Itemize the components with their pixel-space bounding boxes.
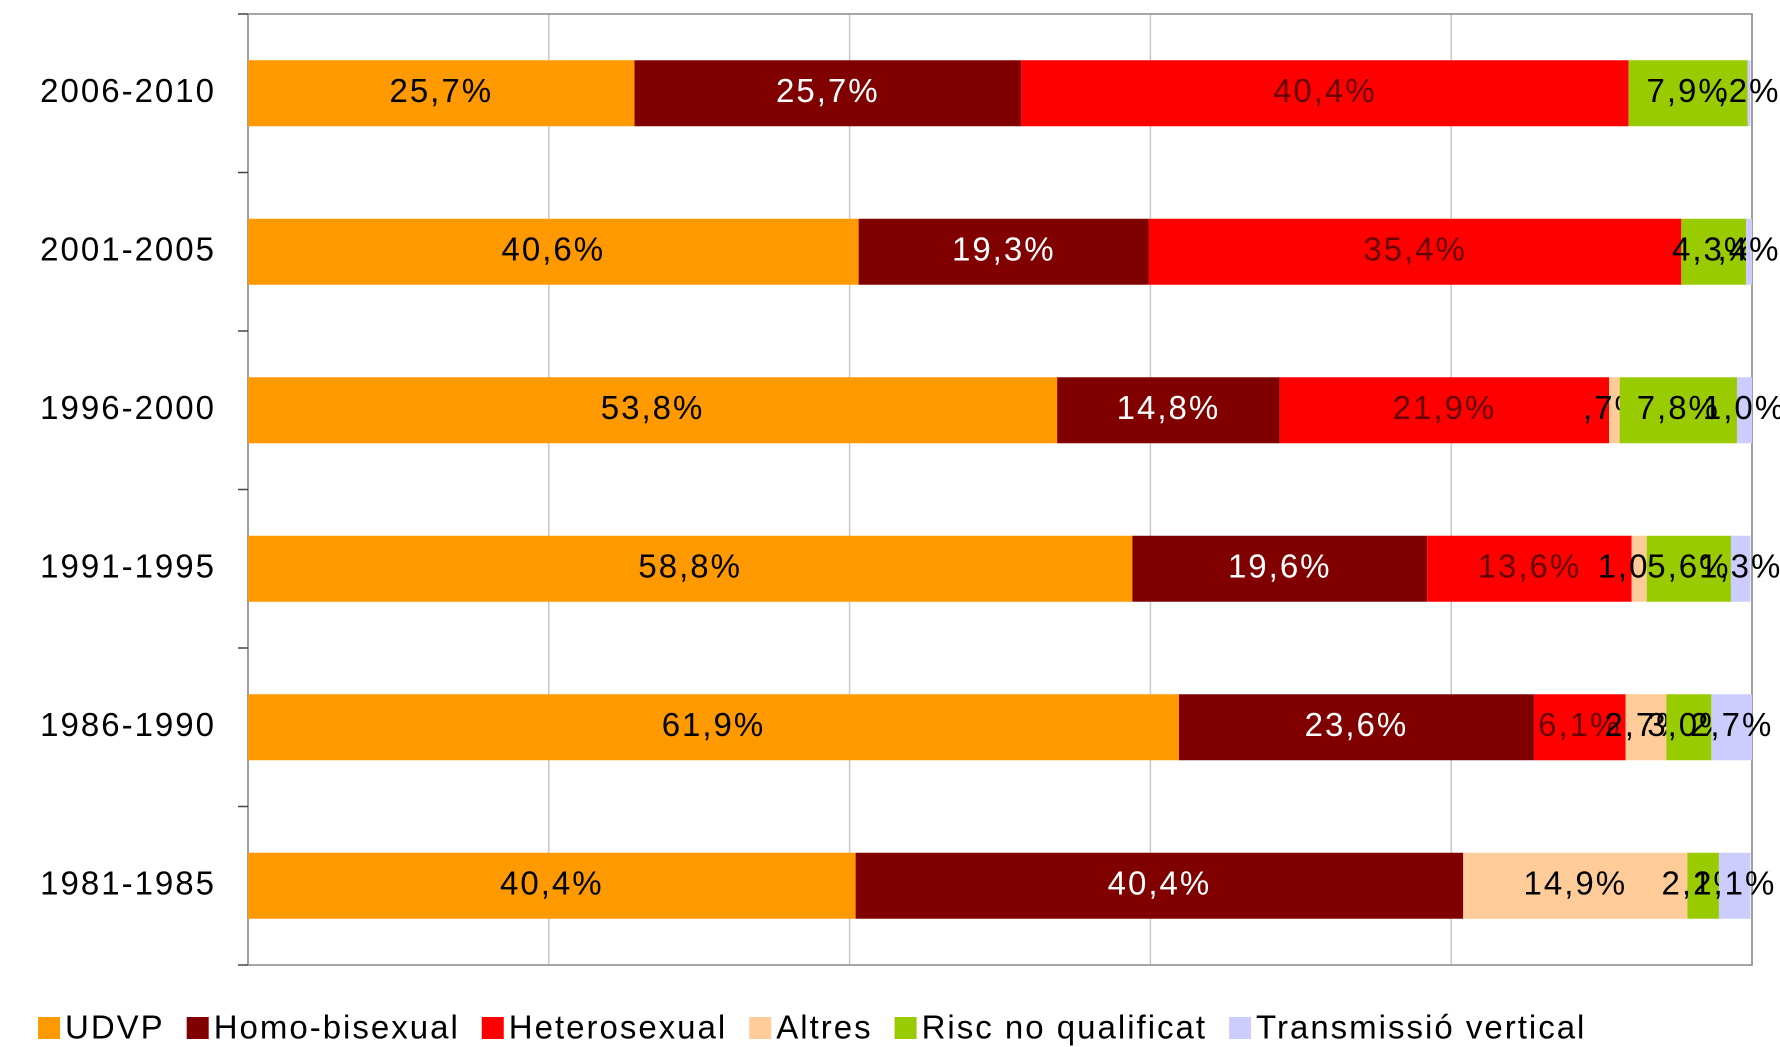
legend-label: Transmissió vertical	[1256, 1009, 1586, 1046]
data-label: 4,3%	[1672, 230, 1755, 267]
data-label: 6,1%	[1538, 706, 1621, 743]
bar-segment	[1132, 535, 1428, 602]
y-tick-label: 1991-1995	[40, 547, 216, 584]
legend-label: Altres	[776, 1009, 872, 1046]
bar-segment	[1736, 377, 1752, 444]
y-tick-label: 2001-2005	[40, 230, 216, 267]
data-label: 35,4%	[1363, 230, 1467, 267]
data-label: 7,9%	[1646, 72, 1729, 109]
data-label: 13,6%	[1478, 547, 1582, 584]
legend-swatch	[749, 1017, 772, 1039]
bar-segment	[1681, 218, 1746, 285]
bar-segment	[248, 852, 856, 919]
plot-border	[247, 13, 1753, 966]
legend-swatch	[38, 1017, 60, 1039]
bar-segment	[1279, 377, 1610, 444]
data-label: 40,4%	[500, 864, 604, 901]
bar-segment	[248, 694, 1179, 761]
data-label: 7,8%	[1637, 389, 1720, 426]
data-label: 2,1%	[1693, 864, 1776, 901]
bar-segment	[1625, 694, 1667, 761]
data-label: 25,7%	[389, 72, 493, 109]
legend-swatch	[186, 1017, 209, 1039]
data-label: 40,4%	[1273, 72, 1377, 109]
legend-label: UDVP	[65, 1009, 165, 1046]
legend-swatch	[1229, 1017, 1252, 1039]
data-label: 14,9%	[1523, 864, 1627, 901]
data-label: 2,7%	[1690, 706, 1773, 743]
bar-segment	[1609, 377, 1620, 444]
bar-segment	[1619, 377, 1737, 444]
bar-segment	[858, 218, 1149, 285]
data-label: 61,9%	[662, 706, 766, 743]
bar-segment	[1427, 535, 1632, 602]
legend-swatch	[481, 1017, 504, 1039]
y-tick-label: 1996-2000	[40, 389, 216, 426]
data-label: 40,6%	[502, 230, 606, 267]
legend-label: Risc no qualificat	[922, 1009, 1207, 1046]
data-label: 58,8%	[638, 547, 742, 584]
bar-segment	[1747, 60, 1751, 127]
bar-segment	[1646, 535, 1731, 602]
bar-segment	[1666, 694, 1712, 761]
bar-segment	[1533, 694, 1626, 761]
legend-label: Heterosexual	[509, 1009, 727, 1046]
bar-segment	[1057, 377, 1280, 444]
y-tick-label: 2006-2010	[40, 72, 216, 109]
bar-segment	[248, 60, 635, 127]
y-tick-label: 1981-1985	[40, 864, 216, 901]
data-label: 21,9%	[1393, 389, 1497, 426]
data-label: 40,4%	[1108, 864, 1212, 901]
data-label: 23,6%	[1305, 706, 1409, 743]
bar-segment	[1730, 535, 1751, 602]
bar-segment	[248, 535, 1133, 602]
bar-segment	[1021, 60, 1629, 127]
bar-segment	[248, 218, 859, 285]
data-label: 19,6%	[1228, 547, 1332, 584]
bar-segment	[1463, 852, 1688, 919]
bar-segment	[855, 852, 1464, 919]
data-label: ,2%	[1718, 72, 1780, 109]
legend-swatch	[894, 1017, 917, 1039]
bar-segment	[1711, 694, 1752, 761]
data-label: 14,8%	[1117, 389, 1221, 426]
data-label: ,4%	[1718, 230, 1780, 267]
data-label: 19,3%	[952, 230, 1056, 267]
bar-segment	[1178, 694, 1534, 761]
bar-segment	[1628, 60, 1748, 127]
bar-segment	[1687, 852, 1719, 919]
bar-segment	[1745, 218, 1752, 285]
legend-label: Homo-bisexual	[214, 1009, 460, 1046]
bar-segment	[248, 377, 1058, 444]
data-label: 25,7%	[776, 72, 880, 109]
bar-segment	[1718, 852, 1751, 919]
bar-segment	[634, 60, 1022, 127]
y-tick-label: 1986-1990	[40, 706, 216, 743]
data-label: 53,8%	[601, 389, 705, 426]
bar-segment	[1148, 218, 1682, 285]
data-label: 1,0%	[1703, 389, 1780, 426]
data-label: 5,6%	[1647, 547, 1730, 584]
data-label: 1,3%	[1699, 547, 1780, 584]
bar-segment	[1631, 535, 1647, 602]
